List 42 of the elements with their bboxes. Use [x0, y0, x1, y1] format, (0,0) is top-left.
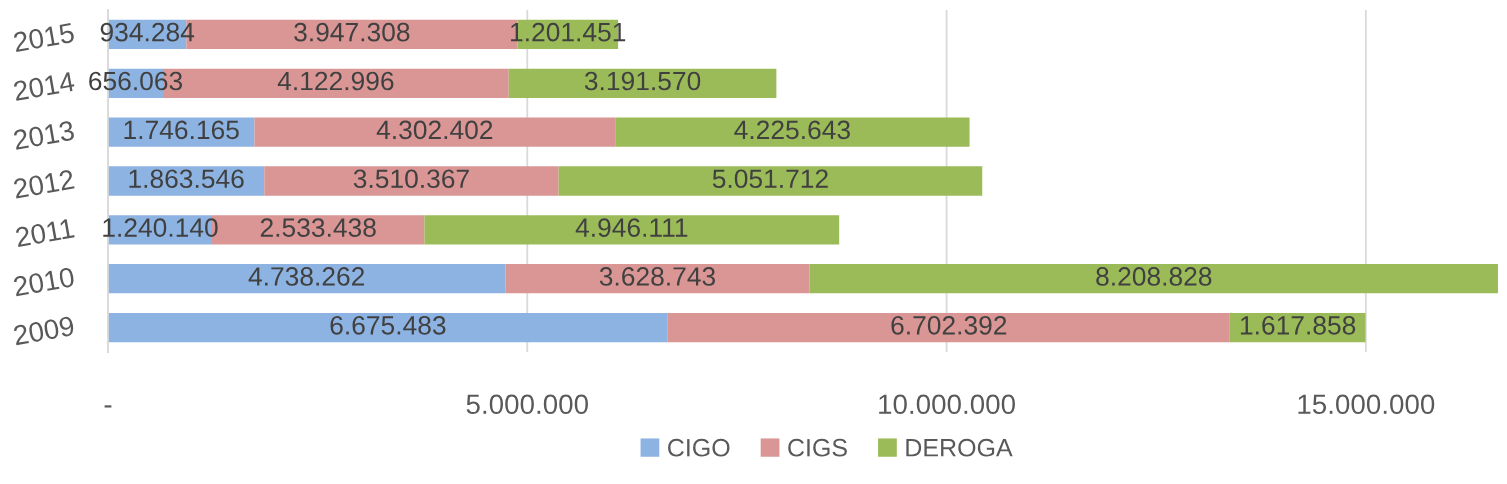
bar [667, 312, 1230, 343]
bar [508, 68, 777, 98]
data-label: 3.947.308 [294, 22, 410, 42]
legend-label: DEROGA [906, 438, 1013, 457]
data-label: 6.702.392 [891, 315, 1007, 335]
data-label: 3.628.743 [599, 267, 716, 286]
data-label: 4.225.643 [734, 120, 850, 140]
bar [558, 166, 983, 196]
y-tick-label: 2013 [13, 120, 75, 150]
y-tick-label: 2010 [13, 266, 75, 297]
data-label: 6.675.483 [330, 315, 446, 335]
x-tick-label: 10.000.000 [879, 394, 1015, 415]
data-label: 4.946.111 [575, 218, 688, 237]
data-label: 2.533.438 [260, 218, 376, 237]
data-label: 4.302.402 [376, 120, 493, 140]
data-label: 1.863.546 [129, 169, 244, 189]
bar [108, 312, 668, 343]
x-tick-label: 15.000.000 [1298, 394, 1435, 415]
bar [424, 215, 840, 245]
bar [254, 117, 616, 147]
data-label: 4.738.262 [248, 267, 365, 286]
y-tick-label: 2014 [13, 71, 76, 102]
data-label: 3.510.367 [353, 169, 469, 189]
data-label: 8.208.828 [1096, 267, 1212, 286]
bar [264, 166, 559, 196]
bar [809, 264, 1498, 294]
y-tick-label: 2012 [13, 169, 75, 199]
bar [615, 117, 970, 147]
x-tick-label: - [104, 405, 112, 408]
y-tick-label: 2011 [15, 218, 75, 248]
data-label: 3.191.570 [584, 71, 701, 91]
data-label: 1.617.858 [1240, 315, 1356, 335]
y-tick-label: 2015 [13, 22, 75, 53]
legend-label: CIGO [668, 438, 730, 457]
x-tick-label: 5.000.000 [466, 394, 588, 415]
data-label: 4.122.996 [277, 71, 394, 91]
bar [108, 264, 506, 294]
y-tick-label: 2009 [13, 315, 75, 346]
legend-label: CIGS [788, 438, 847, 457]
bar [505, 264, 810, 294]
data-label: 1.746.165 [124, 120, 239, 140]
data-label: 5.051.712 [712, 169, 828, 189]
